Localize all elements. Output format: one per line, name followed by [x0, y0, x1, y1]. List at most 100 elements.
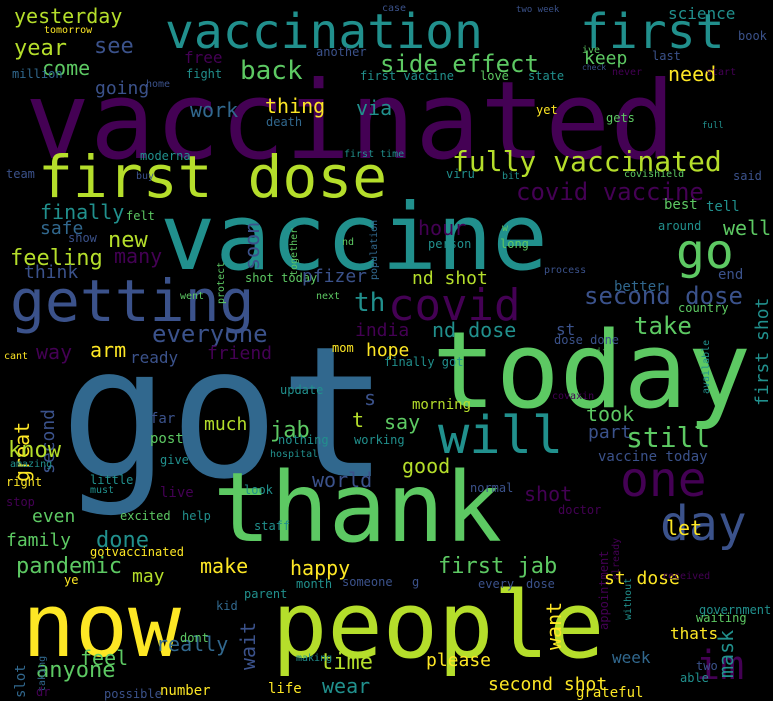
word-cloud-word: shot today: [245, 271, 318, 285]
word-cloud-word: give: [160, 453, 189, 467]
word-cloud-word: able: [680, 671, 709, 685]
word-cloud-word: new: [108, 228, 148, 253]
word-cloud-word: normal: [470, 481, 514, 495]
word-cloud-word: covaxin: [552, 391, 595, 402]
word-cloud-word: first: [580, 4, 725, 60]
word-cloud-word: arm: [90, 338, 127, 362]
word-cloud-word: death: [266, 115, 303, 129]
word-cloud-word: person: [428, 237, 472, 251]
word-cloud-word: take: [634, 312, 692, 340]
word-cloud-word: via: [356, 96, 393, 120]
word-cloud-word: ive: [582, 45, 601, 56]
word-cloud-word: far: [150, 411, 176, 427]
word-cloud-word: pandemic: [16, 554, 122, 579]
word-cloud-word: much: [204, 414, 248, 435]
word-cloud-word: everyone: [152, 320, 268, 348]
word-cloud-word: stop: [6, 495, 35, 509]
word-cloud-word: gotvaccinated: [90, 545, 184, 559]
word-cloud-word: day: [660, 496, 747, 552]
word-cloud-word: grateful: [576, 685, 644, 701]
word-cloud-word: update: [280, 383, 324, 397]
word-cloud-word: mom: [332, 341, 354, 355]
word-cloud-word: part: [588, 422, 632, 443]
word-cloud-word: ye: [64, 573, 79, 587]
word-cloud-word: year: [14, 36, 67, 61]
word-cloud-word: number: [160, 683, 211, 699]
word-cloud-word: first jab: [438, 554, 558, 579]
word-cloud-word: see: [94, 34, 134, 59]
word-cloud-word: free: [184, 48, 223, 67]
word-cloud-word: two week: [516, 5, 560, 15]
word-cloud-word: appointment: [597, 550, 611, 630]
word-cloud-word: said: [733, 169, 762, 183]
word-cloud-word: vaccine: [160, 184, 548, 291]
word-cloud-word: im: [696, 643, 745, 689]
word-cloud-word: best: [664, 197, 698, 213]
word-cloud-word: need: [668, 62, 717, 86]
word-cloud-word: wear: [322, 674, 371, 698]
word-cloud-word: tomorrow: [44, 25, 93, 36]
word-cloud-word: book: [738, 29, 767, 43]
word-cloud-word: feel: [80, 646, 129, 670]
word-cloud-word: g: [412, 575, 420, 589]
word-cloud-word: good: [402, 454, 451, 478]
word-cloud-word: took: [586, 402, 635, 426]
word-cloud-word: today: [432, 309, 752, 432]
word-cloud-word: hospital: [270, 449, 319, 460]
word-cloud-word: thats: [670, 624, 719, 643]
word-cloud-word: start: [706, 67, 737, 78]
word-cloud-word: must: [90, 485, 115, 496]
word-cloud-word: hour: [418, 216, 467, 240]
word-cloud-word: th: [354, 288, 386, 318]
word-cloud-word: one: [620, 452, 707, 508]
word-cloud-word: help: [182, 509, 211, 523]
word-cloud-word: finally: [40, 200, 125, 224]
word-cloud-word: next: [316, 291, 341, 302]
word-cloud-word: check: [582, 63, 607, 72]
word-cloud-word: first shot: [752, 297, 773, 406]
word-cloud-word: back: [240, 56, 303, 86]
word-cloud-word: ready: [130, 348, 179, 367]
word-cloud-word: people: [272, 572, 605, 679]
word-cloud-word: st dose: [604, 568, 680, 589]
word-cloud-word: covid: [388, 280, 521, 331]
word-cloud-word: week: [612, 648, 651, 667]
word-cloud-word: jab: [270, 418, 310, 443]
word-cloud-word: first vaccine: [360, 69, 454, 83]
word-cloud-word: team: [6, 167, 35, 181]
word-cloud-word: process: [544, 265, 587, 276]
word-cloud-word: dr: [36, 685, 51, 699]
word-cloud-word: hope: [366, 340, 410, 361]
word-cloud-word: around: [658, 219, 702, 233]
word-cloud-word: together: [289, 227, 300, 276]
word-cloud-word: thing: [265, 94, 326, 118]
word-cloud-word: love: [480, 69, 509, 83]
word-cloud-word: feeling: [10, 246, 103, 271]
word-cloud-word: know: [8, 438, 61, 463]
word-cloud-word: keep: [584, 48, 628, 69]
word-cloud-word: science: [668, 4, 736, 23]
word-cloud-word: work: [190, 98, 239, 122]
word-cloud-word: show: [68, 231, 97, 245]
word-cloud-word: never: [612, 67, 643, 78]
word-cloud-word: working: [354, 433, 405, 447]
word-cloud-word: nothing: [278, 433, 329, 447]
word-cloud-word: million: [12, 67, 63, 81]
word-cloud-word: anyone: [36, 658, 116, 683]
word-cloud-word: st: [556, 320, 576, 339]
word-cloud-word: went: [180, 291, 205, 302]
word-cloud-word: parent: [244, 587, 288, 601]
word-cloud-word: second dose: [584, 282, 743, 310]
word-cloud-word: mask: [714, 629, 738, 678]
word-cloud-word: world: [312, 468, 373, 492]
word-cloud-word: pfizer: [302, 266, 368, 287]
word-cloud-word: case: [382, 3, 407, 14]
word-cloud-word: safe: [40, 218, 84, 239]
word-cloud-word: dose: [526, 577, 555, 591]
word-cloud-word: another: [316, 45, 367, 59]
word-cloud-word: possible: [104, 687, 162, 701]
word-cloud-word: come: [42, 56, 91, 80]
word-cloud-word: morning: [412, 397, 472, 413]
word-cloud-word: state: [528, 69, 565, 83]
word-cloud-word: soon: [240, 221, 264, 270]
